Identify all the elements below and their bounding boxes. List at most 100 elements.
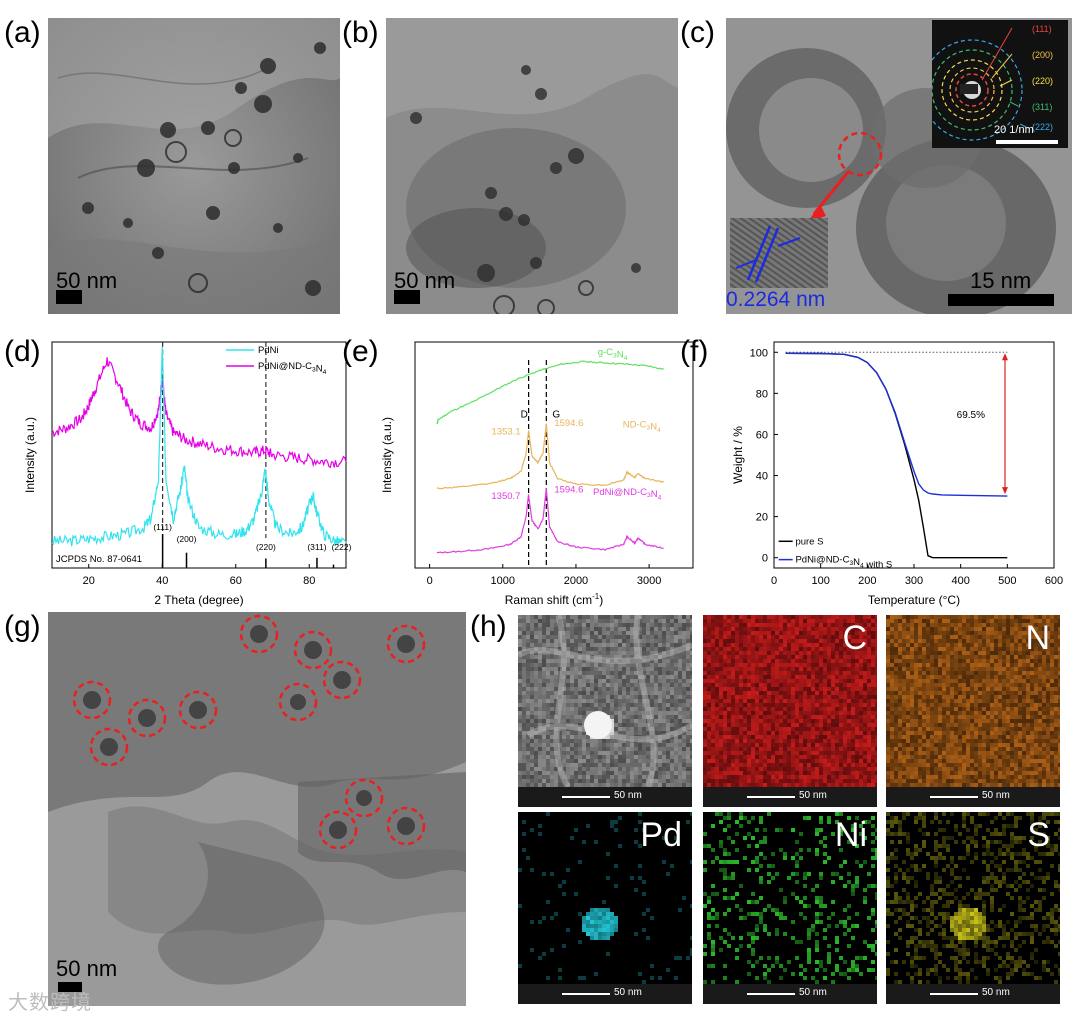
eds-pixel (851, 667, 855, 671)
eds-pixel (574, 743, 578, 747)
eds-pixel (1014, 691, 1018, 695)
eds-pixel (843, 691, 847, 695)
eds-pixel (1034, 675, 1038, 679)
eds-pixel (670, 739, 674, 743)
eds-pixel (906, 683, 910, 687)
eds-pixel (1014, 667, 1018, 671)
eds-pixel (799, 731, 803, 735)
eds-pixel (715, 627, 719, 631)
eds-pixel (570, 743, 574, 747)
eds-pixel (711, 663, 715, 667)
eds-pixel (771, 667, 775, 671)
eds-pixel (998, 659, 1002, 663)
eds-pixel (715, 719, 719, 723)
eds-pixel (966, 655, 970, 659)
eds-pixel (847, 775, 851, 779)
eds-pixel (686, 723, 690, 727)
eds-pixel (1034, 699, 1038, 703)
eds-pixel (654, 727, 658, 731)
eds-pixel (835, 675, 839, 679)
eds-pixel (847, 707, 851, 711)
eds-pixel (522, 695, 526, 699)
eds-pixel (827, 683, 831, 687)
eds-pixel (1046, 699, 1050, 703)
eds-pixel (875, 643, 877, 647)
eds-pixel (566, 695, 570, 699)
eds-pixel (598, 771, 602, 775)
eds-pixel (835, 715, 839, 719)
eds-pixel (851, 631, 855, 635)
eds-pixel (518, 763, 522, 767)
eds-pixel (747, 659, 751, 663)
eds-pixel (566, 683, 570, 687)
eds-pixel (1058, 651, 1060, 655)
eds-pixel (978, 619, 982, 623)
eds-pixel (958, 619, 962, 623)
eds-pixel (570, 671, 574, 675)
eds-pixel (715, 683, 719, 687)
eds-pixel (902, 631, 906, 635)
eds-pixel (574, 679, 578, 683)
eds-pixel (614, 659, 618, 663)
eds-pixel (775, 631, 779, 635)
eds-pixel (783, 747, 787, 751)
eds-pixel (1014, 695, 1018, 699)
eds-pixel (807, 639, 811, 643)
eds-pixel (542, 687, 546, 691)
eds-pixel (855, 663, 859, 667)
eds-pixel (894, 623, 898, 627)
eds-pixel (823, 771, 827, 775)
eds-pixel (807, 687, 811, 691)
eds-pixel (775, 767, 779, 771)
eds-pixel (586, 615, 590, 619)
eds-pixel (606, 667, 610, 671)
eds-pixel (1018, 639, 1022, 643)
eds-pixel (703, 767, 707, 771)
eds-pixel (763, 719, 767, 723)
eds-pixel (839, 783, 843, 787)
eds-pixel (1038, 699, 1042, 703)
eds-pixel (779, 747, 783, 751)
eds-pixel (926, 699, 930, 703)
eds-pixel (666, 743, 670, 747)
eds-pixel (707, 775, 711, 779)
eds-pixel (1026, 619, 1030, 623)
eds-pixel (962, 631, 966, 635)
eds-pixel (522, 691, 526, 695)
eds-pixel (707, 719, 711, 723)
eds-pixel (590, 759, 594, 763)
eds-pixel (791, 779, 795, 783)
eds-pixel (787, 779, 791, 783)
eds-pixel (950, 619, 954, 623)
eds-pixel (859, 727, 863, 731)
eds-pixel (711, 695, 715, 699)
eds-pixel (662, 755, 666, 759)
eds-pixel (638, 655, 642, 659)
eds-pixel (594, 775, 598, 779)
eds-pixel (606, 747, 610, 751)
eds-pixel (855, 775, 859, 779)
eds-pixel (811, 687, 815, 691)
eds-pixel (990, 627, 994, 631)
eds-pixel (1038, 663, 1042, 667)
eds-pixel (554, 663, 558, 667)
eds-pixel (934, 635, 938, 639)
eds-pixel (863, 715, 867, 719)
eds-pixel (711, 691, 715, 695)
eds-pixel (970, 683, 974, 687)
eds-pixel (918, 639, 922, 643)
eds-pixel (755, 667, 759, 671)
eds-pixel (566, 763, 570, 767)
eds-pixel (670, 743, 674, 747)
eds-pixel (711, 667, 715, 671)
eds-pixel (630, 647, 634, 651)
eds-pixel (815, 743, 819, 747)
eds-pixel (791, 723, 795, 727)
eds-pixel (803, 639, 807, 643)
eds-pixel (590, 675, 594, 679)
eds-pixel (658, 707, 662, 711)
eds-pixel (795, 695, 799, 699)
eds-pixel (622, 679, 626, 683)
eds-pixel (646, 743, 650, 747)
eds-pixel (990, 687, 994, 691)
